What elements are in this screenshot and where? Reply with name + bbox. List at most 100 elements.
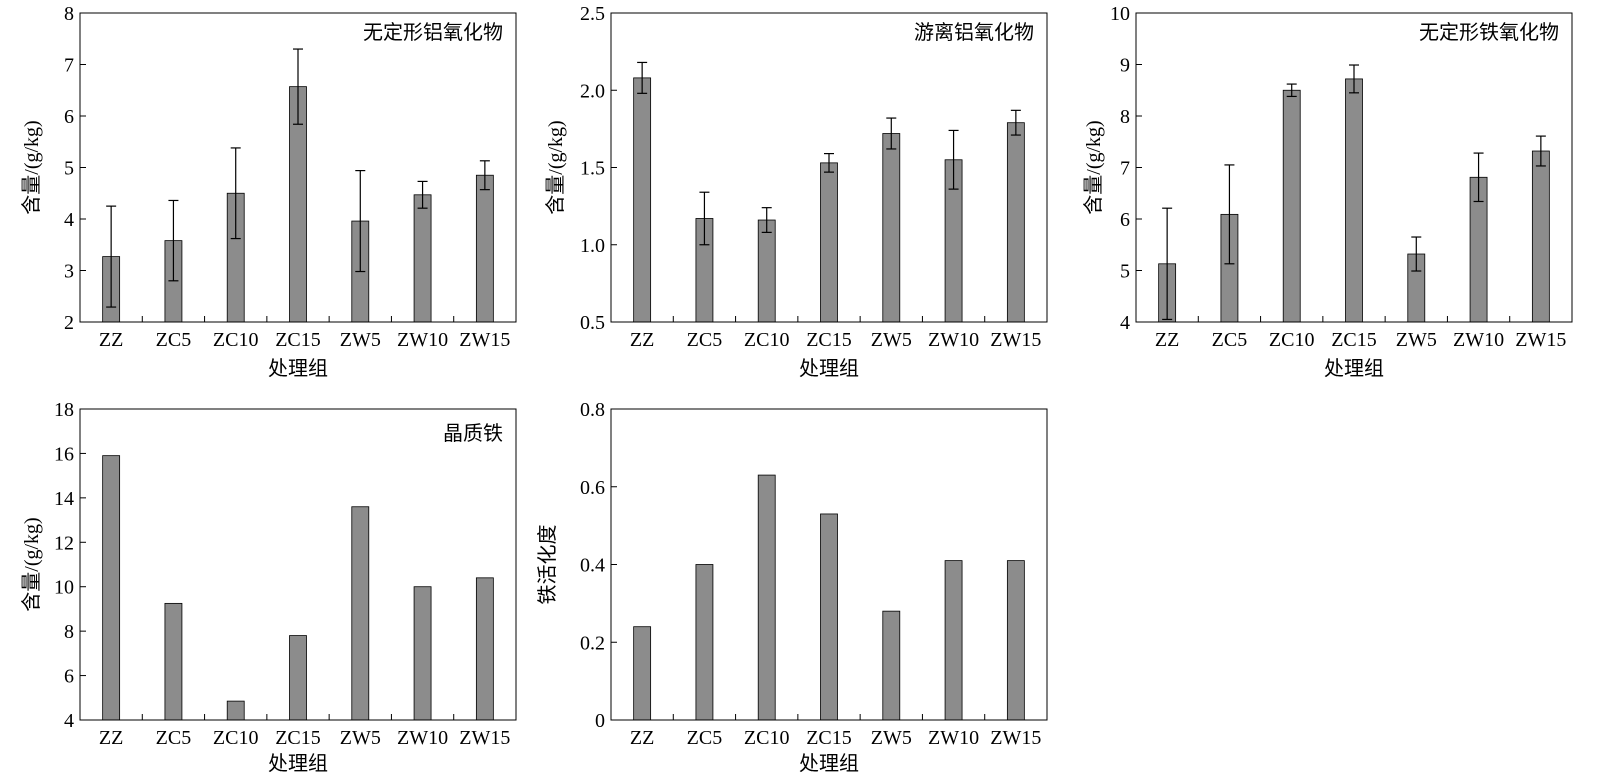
panel-5-y-tick-label: 0.4: [580, 555, 605, 577]
panel-1-error-bars: [106, 48, 490, 308]
panel-2-x-axis-label: 处理组: [799, 357, 859, 380]
panel-1-x-tick-label: ZW5: [340, 329, 381, 351]
panel-5-x-axis-label: 处理组: [799, 752, 859, 775]
panel-2-title: 游离铝氧化物: [914, 21, 1034, 44]
panel-3-y-tick-label: 7: [1120, 158, 1130, 180]
panel-5-y-ticks: 0 0.2 0.4 0.6 0.8: [580, 399, 617, 732]
panel-4-x-tick-label: ZZ: [99, 727, 123, 749]
panel-3-x-tick-label: ZC10: [1269, 329, 1315, 351]
panel-3-y-tick-label: 6: [1120, 209, 1130, 231]
panel-1-x-tick-label: ZC10: [213, 329, 259, 351]
panel-5: 0 0.2 0.4 0.6 0.8 ZZ ZC5 ZC10 ZC15 ZW5 ZW10 ZW15 处…: [536, 399, 1048, 775]
panel-1-frame: [79, 12, 517, 323]
panel-3-x-tick-label: ZZ: [1155, 329, 1179, 351]
error-bar-zz: [1162, 207, 1173, 321]
bar-zw15: [475, 577, 494, 721]
panel-4-y-tick-label: 14: [54, 488, 74, 510]
error-bar-zc5: [699, 191, 710, 246]
panel-1-x-tick-label: ZW10: [397, 329, 448, 351]
panel-4-frame: [79, 408, 517, 721]
error-bar-zc15: [1349, 64, 1359, 94]
bar-zc5: [695, 564, 714, 721]
panel-2-y-tick-label: 1.5: [580, 158, 605, 180]
panel-4-x-tick-label: ZW15: [459, 727, 510, 749]
error-bar-zc15: [824, 152, 834, 173]
panel-3-y-tick-label: 9: [1120, 55, 1130, 77]
error-bar-zz: [106, 205, 117, 308]
panel-4-x-ticks: ZZ ZC5 ZC10 ZC15 ZW5 ZW10 ZW15: [99, 714, 510, 749]
panel-5-bars: [633, 474, 1025, 721]
panel-3-y-tick-label: 10: [1110, 3, 1130, 25]
panel-5-frame: [610, 408, 1048, 721]
error-bar-zc5: [1224, 164, 1235, 265]
panel-2-y-ticks: 0.5 1.0 1.5 2.0 2.5: [580, 3, 617, 334]
panel-1-x-tick-label: ZW15: [459, 329, 510, 351]
panel-1-y-tick-label: 3: [64, 261, 74, 283]
panel-1-y-tick-label: 4: [64, 209, 74, 231]
panel-2-x-tick-label: ZC5: [687, 329, 723, 351]
panel-5-x-tick-label: ZC15: [806, 727, 852, 749]
panel-3-x-tick-label: ZC5: [1212, 329, 1248, 351]
panel-3-bars: [1158, 78, 1550, 323]
panel-3-y-tick-label: 8: [1120, 106, 1130, 128]
error-bar-zc10: [761, 207, 772, 233]
panel-1-y-tick-label: 2: [64, 312, 74, 334]
panel-3-x-ticks: ZZ ZC5 ZC10 ZC15 ZW5 ZW10 ZW15: [1155, 316, 1566, 351]
panel-2-x-tick-label: ZZ: [630, 329, 654, 351]
panel-4-bars: [102, 455, 494, 721]
panel-1-y-ticks: 2 3 4 5 6 7 8: [64, 3, 86, 334]
panel-2-x-ticks: ZZ ZC5 ZC10 ZC15 ZW5 ZW10 ZW15: [630, 316, 1041, 351]
bar-zw10: [413, 194, 432, 323]
panel-1-bars: [102, 86, 494, 323]
bar-zz: [633, 626, 652, 721]
panel-2-y-tick-label: 2.5: [580, 3, 605, 25]
panel-5-y-tick-label: 0.2: [580, 632, 605, 654]
panel-4-x-tick-label: ZC15: [275, 727, 321, 749]
panel-4-y-tick-label: 4: [64, 710, 74, 732]
bar-zc10: [757, 474, 776, 721]
error-bar-zw10: [417, 180, 428, 209]
panel-2-frame: [610, 12, 1048, 323]
panel-4-x-tick-label: ZW5: [340, 727, 381, 749]
panel-1-x-tick-label: ZC15: [275, 329, 321, 351]
bar-zc15: [1345, 78, 1363, 323]
panel-5-x-tick-label: ZW5: [871, 727, 912, 749]
panel-3-x-tick-label: ZC15: [1331, 329, 1377, 351]
error-bar-zw5: [1411, 236, 1422, 272]
panel-2-x-tick-label: ZC15: [806, 329, 852, 351]
bar-zw5: [882, 133, 901, 323]
bar-zc15: [289, 635, 307, 721]
panel-2-x-tick-label: ZW15: [990, 329, 1041, 351]
panel-4-title: 晶质铁: [443, 422, 503, 445]
panel-4-x-tick-label: ZC5: [156, 727, 192, 749]
panel-4-y-tick-label: 16: [54, 443, 74, 465]
panel-4-x-tick-label: ZW10: [397, 727, 448, 749]
panel-5-x-tick-label: ZC5: [687, 727, 723, 749]
panel-3-error-bars: [1162, 64, 1546, 321]
bar-zw5: [351, 506, 370, 721]
panel-3-x-tick-label: ZW5: [1396, 329, 1437, 351]
panel-1-x-axis-label: 处理组: [268, 357, 328, 380]
panel-2-x-tick-label: ZW5: [871, 329, 912, 351]
panel-4-y-tick-label: 6: [64, 666, 74, 688]
panel-2-y-tick-label: 2.0: [580, 80, 605, 102]
panel-1-x-ticks: ZZ ZC5 ZC10 ZC15 ZW5 ZW10 ZW15: [99, 316, 510, 351]
panel-4-y-tick-label: 10: [54, 577, 74, 599]
error-bar-zc5: [168, 199, 179, 282]
panel-1-y-tick-label: 7: [64, 55, 74, 77]
panel-1-y-tick-label: 8: [64, 3, 74, 25]
panel-3: 4 5 6 7 8 9 10 ZZ ZC5 ZC10 ZC15 ZW5 ZW10 ZW15 无定形铁氧化…: [1082, 3, 1573, 380]
bar-zc5: [164, 602, 183, 721]
panel-5-y-tick-label: 0.8: [580, 399, 605, 421]
panel-1: 2 3 4 5 6 7 8 ZZ ZC5 ZC10 ZC15 ZW5 ZW10 ZW15 无定形铝氧化物…: [20, 3, 517, 380]
error-bar-zw15: [1535, 135, 1546, 167]
bar-zw15: [1006, 122, 1025, 323]
panel-4-y-ticks: 4 6 8 10 12 14 16 18: [54, 399, 86, 732]
panel-2-bars: [633, 77, 1025, 323]
bar-zw15: [475, 174, 494, 323]
panel-3-y-tick-label: 4: [1120, 312, 1130, 334]
panel-2-x-tick-label: ZW10: [928, 329, 979, 351]
error-bar-zw15: [1010, 109, 1021, 136]
panel-4-y-tick-label: 12: [54, 532, 74, 554]
bar-zw15: [1006, 560, 1025, 721]
